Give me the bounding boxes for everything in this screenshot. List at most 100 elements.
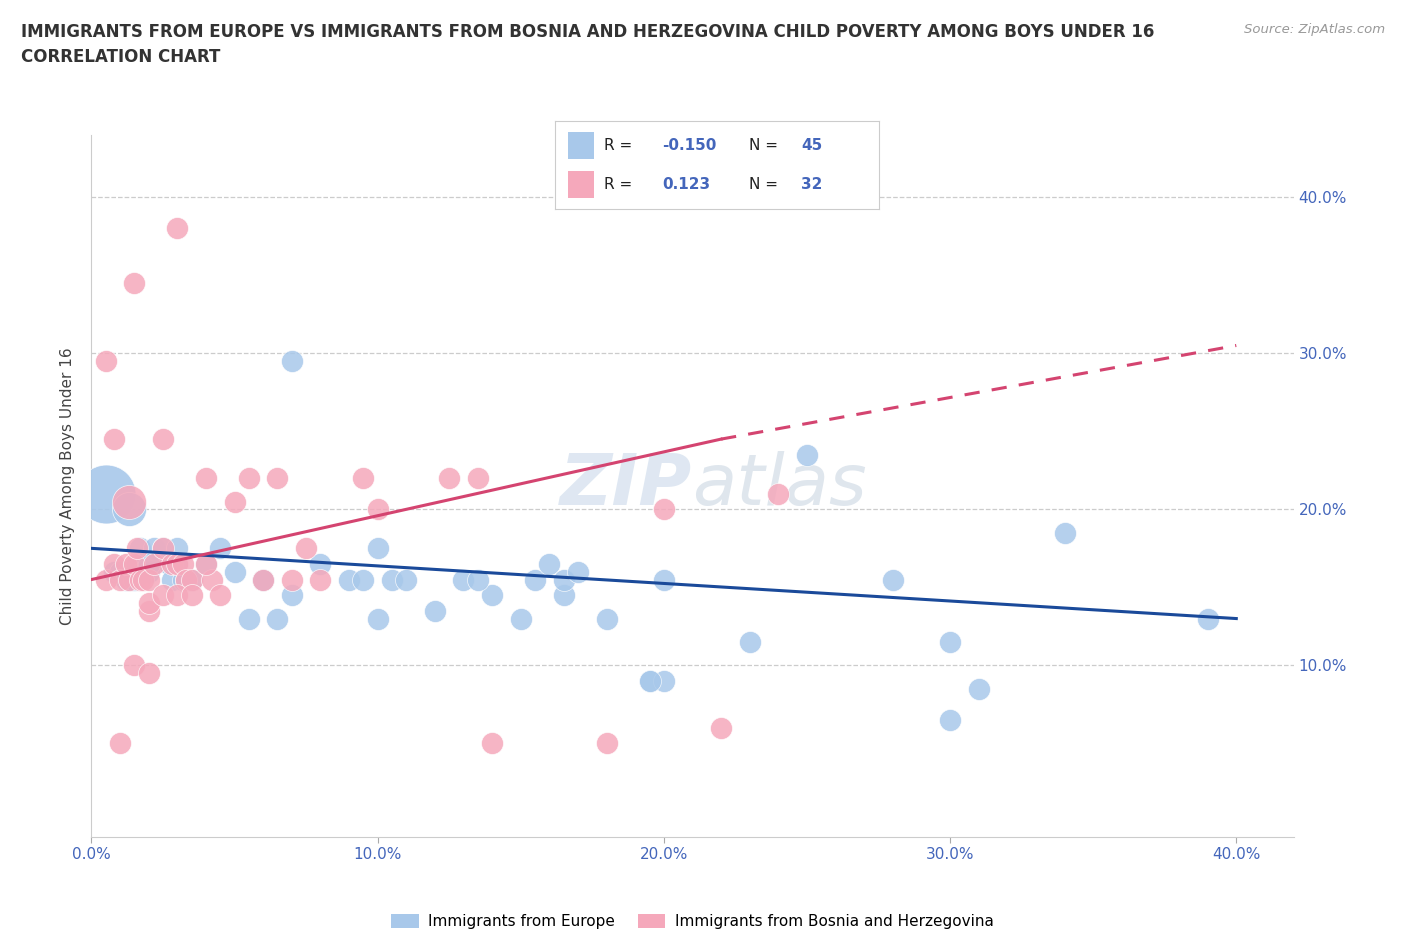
Point: [538, 556, 561, 571]
Text: Source: ZipAtlas.com: Source: ZipAtlas.com: [1244, 23, 1385, 36]
Text: R =: R =: [605, 177, 633, 192]
Point: [252, 572, 274, 587]
Point: [160, 556, 183, 571]
Point: [94, 486, 117, 501]
Text: CORRELATION CHART: CORRELATION CHART: [21, 48, 221, 66]
Point: [129, 572, 152, 587]
Point: [423, 604, 446, 618]
Point: [638, 673, 661, 688]
Text: 45: 45: [801, 139, 823, 153]
Point: [209, 541, 232, 556]
Point: [124, 572, 146, 587]
Point: [143, 556, 166, 571]
Point: [1053, 525, 1076, 540]
Point: [967, 682, 990, 697]
Point: [127, 541, 149, 556]
Point: [166, 556, 188, 571]
Point: [194, 471, 217, 485]
Point: [138, 565, 160, 579]
Point: [595, 611, 617, 626]
Point: [652, 673, 675, 688]
Point: [103, 432, 125, 446]
Point: [160, 572, 183, 587]
Point: [281, 572, 304, 587]
Point: [796, 447, 818, 462]
Point: [509, 611, 531, 626]
Point: [172, 572, 194, 587]
Point: [939, 634, 962, 649]
Point: [352, 471, 374, 485]
Point: [108, 572, 131, 587]
Point: [453, 572, 475, 587]
Point: [467, 471, 489, 485]
Point: [108, 565, 131, 579]
Point: [281, 353, 304, 368]
Point: [194, 556, 217, 571]
Point: [138, 666, 160, 681]
Point: [174, 572, 197, 587]
Point: [367, 611, 389, 626]
Point: [381, 572, 404, 587]
Point: [437, 471, 460, 485]
Point: [108, 736, 131, 751]
Point: [201, 572, 224, 587]
Point: [352, 572, 374, 587]
Point: [567, 565, 589, 579]
Point: [143, 541, 166, 556]
Point: [152, 432, 174, 446]
Point: [157, 556, 180, 571]
Point: [117, 572, 139, 587]
Point: [132, 572, 155, 587]
Point: [882, 572, 904, 587]
Point: [172, 556, 194, 571]
Point: [132, 565, 155, 579]
Point: [553, 588, 575, 603]
Point: [138, 604, 160, 618]
Point: [467, 572, 489, 587]
Point: [652, 502, 675, 517]
Point: [238, 471, 260, 485]
Point: [224, 494, 246, 509]
Point: [194, 556, 217, 571]
Point: [309, 556, 332, 571]
Point: [1197, 611, 1219, 626]
Point: [367, 541, 389, 556]
Point: [114, 556, 136, 571]
Y-axis label: Child Poverty Among Boys Under 16: Child Poverty Among Boys Under 16: [60, 347, 76, 625]
Point: [138, 595, 160, 610]
Point: [166, 541, 188, 556]
Point: [281, 588, 304, 603]
Point: [553, 572, 575, 587]
Point: [138, 572, 160, 587]
Text: IMMIGRANTS FROM EUROPE VS IMMIGRANTS FROM BOSNIA AND HERZEGOVINA CHILD POVERTY A: IMMIGRANTS FROM EUROPE VS IMMIGRANTS FRO…: [21, 23, 1154, 41]
Point: [224, 565, 246, 579]
Point: [367, 502, 389, 517]
Point: [939, 712, 962, 727]
Point: [209, 588, 232, 603]
Text: N =: N =: [749, 139, 779, 153]
Text: 32: 32: [801, 177, 823, 192]
Point: [738, 634, 761, 649]
Point: [337, 572, 360, 587]
Point: [152, 541, 174, 556]
Point: [768, 486, 790, 501]
Point: [252, 572, 274, 587]
Text: ZIP: ZIP: [560, 451, 692, 521]
Point: [138, 556, 160, 571]
Point: [481, 736, 503, 751]
Text: -0.150: -0.150: [662, 139, 717, 153]
Point: [652, 572, 675, 587]
Point: [103, 565, 125, 579]
Point: [174, 572, 197, 587]
Text: R =: R =: [605, 139, 633, 153]
Point: [180, 588, 202, 603]
Point: [94, 353, 117, 368]
Point: [481, 588, 503, 603]
Point: [166, 588, 188, 603]
Point: [395, 572, 418, 587]
Point: [117, 572, 139, 587]
Point: [94, 572, 117, 587]
Point: [595, 736, 617, 751]
Point: [124, 658, 146, 672]
Point: [124, 275, 146, 290]
